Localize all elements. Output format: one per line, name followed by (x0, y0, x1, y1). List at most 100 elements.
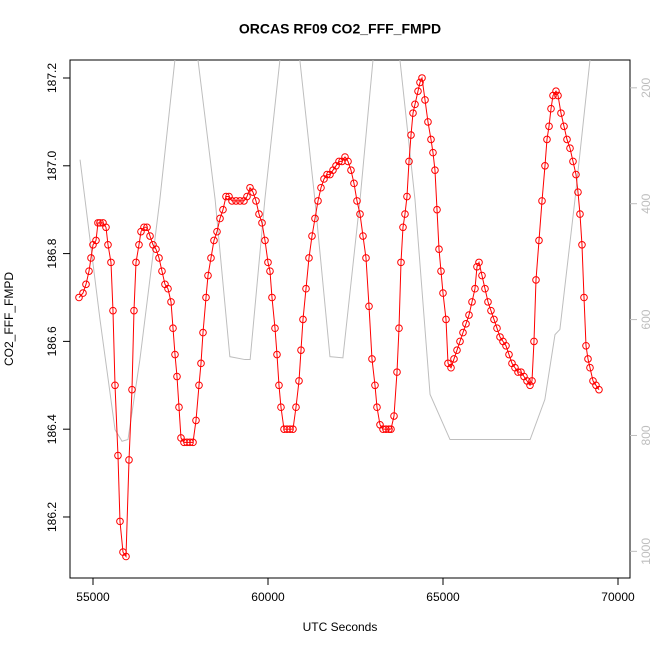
data-point (311, 214, 319, 223)
data-point (532, 276, 540, 284)
data-point (155, 254, 163, 262)
data-point (335, 157, 343, 166)
data-point (563, 135, 571, 144)
data-point (146, 232, 154, 240)
data-point (158, 267, 166, 275)
data-point (409, 109, 417, 117)
data-point (277, 403, 285, 412)
data-point (186, 438, 194, 447)
data-point (484, 298, 492, 306)
data-point (572, 170, 580, 179)
data-point (283, 425, 291, 433)
data-point (266, 267, 274, 275)
data-point (453, 346, 461, 354)
data-point (189, 438, 197, 447)
data-point (395, 324, 403, 333)
data-point (373, 403, 381, 412)
data-point (261, 236, 269, 245)
data-point (202, 293, 210, 302)
data-point (411, 100, 419, 109)
series-line (79, 60, 591, 442)
data-point (481, 284, 489, 293)
data-point (456, 337, 464, 346)
data-point (297, 346, 305, 354)
data-point (111, 381, 119, 390)
data-point (473, 262, 481, 271)
data-point (447, 363, 455, 372)
data-point (437, 267, 445, 275)
data-point (114, 451, 122, 460)
data-point (107, 258, 115, 267)
data-point (586, 363, 594, 372)
data-point (116, 517, 124, 526)
data-point (258, 219, 266, 227)
data-point (353, 197, 361, 205)
data-point (541, 161, 549, 170)
data-point (350, 179, 358, 188)
data-point (271, 324, 279, 333)
data-point (122, 552, 130, 561)
data-point (414, 87, 422, 95)
y-axis-label: CO2_FFF_FMPD (2, 272, 16, 366)
data-point (264, 258, 272, 267)
data-point (403, 192, 411, 201)
data-point (433, 205, 441, 214)
y-tick-label: 186.8 (45, 238, 59, 268)
data-point (152, 245, 160, 254)
data-point (379, 425, 387, 433)
y-tick-label: 187.2 (45, 63, 59, 93)
data-point (401, 210, 409, 218)
data-point (323, 170, 331, 179)
data-point (362, 254, 370, 262)
data-point (132, 258, 140, 267)
data-point (576, 210, 584, 218)
data-point (197, 359, 205, 368)
x-axis-label: UTC Seconds (303, 620, 378, 634)
data-point (96, 219, 104, 227)
y2-tick-label: 200 (639, 77, 650, 97)
data-point (407, 131, 415, 139)
data-point (169, 324, 177, 333)
data-point (171, 350, 179, 359)
data-point (125, 456, 133, 464)
data-point (347, 166, 355, 174)
data-point (439, 289, 447, 297)
data-point (560, 122, 568, 131)
data-point (431, 166, 439, 174)
data-point (204, 271, 212, 280)
data-point (275, 381, 283, 390)
y-tick-label: 187.0 (45, 150, 59, 180)
data-point (578, 241, 586, 249)
data-point (210, 236, 218, 245)
data-point (459, 328, 467, 337)
data-point (505, 350, 513, 359)
y-tick-label: 186.2 (45, 502, 59, 532)
data-point (493, 324, 501, 333)
data-point (399, 223, 407, 232)
data-point (424, 118, 432, 126)
data-point (273, 350, 281, 359)
data-point (427, 135, 435, 144)
data-point (557, 109, 565, 117)
data-point (514, 368, 522, 376)
data-point (382, 425, 390, 433)
data-point (222, 192, 230, 201)
data-point (356, 210, 364, 218)
data-point (175, 403, 183, 412)
data-point (580, 293, 588, 302)
data-point (219, 205, 227, 214)
data-point (526, 381, 534, 390)
data-point (418, 74, 426, 82)
data-point (207, 254, 215, 262)
data-point (547, 104, 555, 113)
data-point (216, 214, 224, 223)
data-point (85, 267, 93, 275)
data-point (302, 284, 310, 293)
x-tick-label: 70000 (601, 590, 635, 604)
data-point (87, 254, 95, 262)
data-point (569, 157, 577, 166)
y2-tick-label: 600 (639, 309, 650, 329)
data-point (199, 328, 207, 337)
data-point (538, 197, 546, 205)
